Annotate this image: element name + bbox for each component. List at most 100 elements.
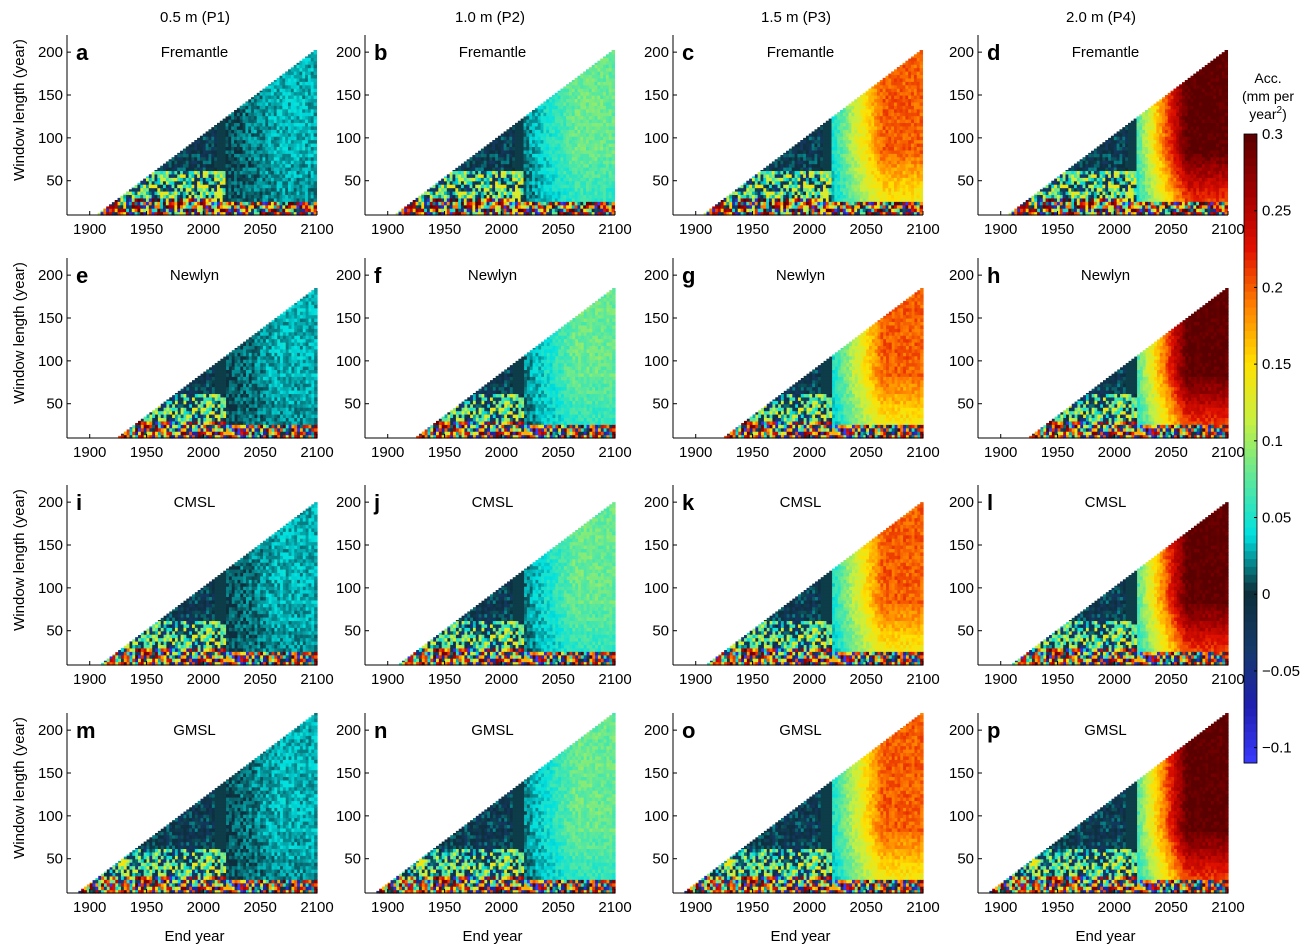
heatmap-cell [262, 208, 266, 213]
heatmap-cell [503, 173, 508, 178]
heatmap-cell [495, 194, 499, 199]
heatmap-cell [194, 177, 198, 182]
heatmap-cell [276, 101, 281, 106]
heatmap-cell [265, 191, 269, 196]
heatmap-cell [231, 194, 235, 199]
heatmap-cell [492, 153, 496, 158]
heatmap-cell [270, 153, 275, 158]
heatmap-cell [455, 201, 459, 206]
heatmap-cell [268, 125, 272, 130]
heatmap-cell [310, 167, 315, 172]
heatmap-cell [259, 136, 264, 141]
heatmap-cell [293, 173, 298, 178]
heatmap-cell [194, 184, 198, 189]
heatmap-cell [194, 153, 198, 158]
heatmap-cell [188, 184, 193, 189]
heatmap-cell [251, 191, 255, 196]
heatmap-cell [449, 191, 454, 196]
heatmap-cell [461, 184, 465, 189]
heatmap-cell [256, 201, 261, 206]
heatmap-cell [239, 211, 244, 216]
heatmap-cell [478, 150, 482, 154]
heatmap-cell [245, 187, 249, 192]
heatmap-cell [432, 208, 437, 213]
heatmap-cell [412, 204, 417, 209]
heatmap-cell [611, 187, 616, 192]
heatmap-cell [466, 159, 471, 161]
heatmap-cell [282, 211, 286, 216]
heatmap-cell [506, 163, 510, 168]
heatmap-cell [259, 187, 264, 192]
heatmap-cell [143, 211, 147, 216]
heatmap-cell [486, 170, 491, 175]
heatmap-cell [611, 91, 616, 96]
heatmap-cell [509, 187, 513, 192]
heatmap-cell [463, 163, 468, 168]
heatmap-cell [611, 191, 616, 196]
heatmap-cell [489, 197, 493, 202]
heatmap-cell [197, 170, 201, 175]
heatmap-cell [191, 184, 195, 189]
heatmap-cell [262, 139, 266, 144]
heatmap-cell [245, 108, 249, 113]
heatmap-cell [248, 136, 252, 141]
heatmap-cell [185, 208, 190, 213]
heatmap-cell [239, 115, 244, 120]
heatmap-cell [523, 149, 527, 154]
heatmap-cell [305, 184, 309, 189]
heatmap-cell [480, 204, 485, 209]
heatmap-cell [180, 184, 184, 189]
heatmap-cell [245, 132, 249, 137]
heatmap-cell [461, 197, 465, 202]
heatmap-cell [177, 153, 181, 158]
heatmap-cell [500, 139, 505, 144]
heatmap-cell [234, 160, 238, 165]
heatmap-cell [469, 211, 473, 216]
heatmap-cell [225, 136, 229, 141]
heatmap-cell [111, 208, 116, 213]
heatmap-cell [145, 197, 150, 202]
heatmap-cell [222, 167, 227, 172]
heatmap-cell [506, 156, 510, 161]
heatmap-cell [407, 204, 411, 209]
heatmap-cell [270, 112, 275, 117]
heatmap-cell [429, 204, 434, 209]
heatmap-cell [208, 167, 212, 172]
heatmap-cell [299, 136, 303, 141]
heatmap-cell [273, 125, 278, 130]
heatmap-cell [469, 167, 473, 172]
heatmap-cell [163, 167, 167, 172]
heatmap-cell [273, 204, 278, 209]
heatmap-cell [483, 194, 488, 199]
heatmap-cell [526, 201, 530, 206]
heatmap-cell [214, 139, 218, 144]
heatmap-cell [426, 191, 431, 196]
heatmap-cell [194, 167, 198, 172]
heatmap-cell [245, 194, 249, 199]
heatmap-cell [310, 53, 315, 58]
heatmap-cell [310, 146, 315, 151]
heatmap-cell [234, 119, 238, 124]
heatmap-cell [429, 194, 434, 199]
heatmap-cell [611, 143, 616, 148]
heatmap-cell [219, 136, 224, 141]
heatmap-cell [256, 153, 261, 158]
heatmap-cell [188, 177, 193, 182]
heatmap-cell [128, 208, 133, 213]
heatmap-cell [489, 156, 493, 161]
heatmap-cell [140, 191, 144, 196]
heatmap-cell [290, 204, 295, 209]
heatmap-cell [305, 119, 309, 124]
heatmap-cell [265, 177, 269, 182]
heatmap-cell [305, 108, 309, 113]
heatmap-cell [466, 191, 471, 196]
heatmap-cell [228, 177, 232, 182]
heatmap-cell [208, 163, 212, 168]
heatmap-cell [455, 194, 459, 199]
heatmap-cell [512, 163, 516, 168]
heatmap-cell [276, 173, 281, 178]
heatmap-cell [500, 191, 505, 196]
heatmap-cell [111, 211, 116, 216]
heatmap-cell [234, 204, 238, 209]
heatmap-cell [126, 208, 130, 213]
